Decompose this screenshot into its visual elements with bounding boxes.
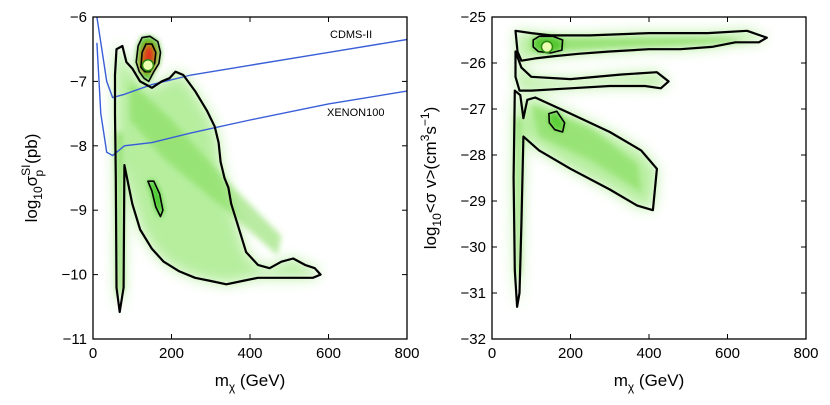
- right-ytick-label: −32: [461, 331, 486, 348]
- left-density-ridge: [130, 81, 282, 256]
- right-best-fit: [540, 40, 554, 54]
- left-ylabel-tail: (pb): [22, 134, 41, 164]
- left-xlabel-tail: (GeV): [235, 371, 285, 390]
- right-contour-inner-mid: [548, 110, 566, 133]
- left-ylabel-sup: SI: [19, 165, 33, 176]
- right-heatmap-core: [515, 36, 748, 284]
- left-ytick-label: −7: [70, 73, 87, 90]
- right-ylabel-mid: <σ v>(cm: [421, 141, 440, 213]
- right-xlabel-main: m: [614, 371, 628, 390]
- left-panel: 0 200 400 600 800 −11 −10 −9 −8 −7 −6 mχ (GeV) log…: [19, 9, 420, 394]
- left-contours: [113, 35, 322, 314]
- right-xtick-label: 800: [793, 345, 818, 362]
- left-contour-top-68: [140, 43, 157, 73]
- left-xtick-label: 800: [394, 345, 419, 362]
- left-xlabel-sub: χ: [229, 380, 236, 394]
- limit-curve-xenon100: [96, 42, 407, 157]
- right-contour-outer-top: [514, 29, 768, 62]
- left-ytick-label: −9: [70, 202, 87, 219]
- right-xlabel-tail: (GeV): [634, 371, 684, 390]
- left-xlabel-main: m: [215, 371, 229, 390]
- right-xlabel-sub: χ: [628, 380, 635, 394]
- right-ylabel-sup1: 3: [418, 134, 432, 141]
- left-xtick-label: 0: [89, 345, 97, 362]
- right-best-fit-point: [540, 40, 554, 54]
- right-y-axis-label: log10<σ v>(cm3s−1): [418, 107, 444, 250]
- right-xtick-label: 600: [715, 345, 740, 362]
- right-xtick-label: 200: [558, 345, 583, 362]
- right-ytick-label: −31: [461, 285, 486, 302]
- left-ytick-label: −11: [63, 331, 87, 348]
- right-xtick-label: 400: [636, 345, 661, 362]
- cdms-label: CDMS-II: [330, 29, 372, 41]
- right-ytick-label: −27: [461, 101, 486, 118]
- left-limit-curves: [96, 17, 407, 157]
- left-contour-outer: [113, 44, 322, 314]
- left-ytick-label: −8: [70, 138, 87, 155]
- right-contour-top-95: [532, 35, 564, 54]
- left-y-axis-label: log10σSIp (pb): [19, 134, 46, 223]
- right-contour-outer-left: [512, 89, 658, 308]
- right-panel: 0 200 400 600 800 −32 −31 −30 −29 −28 −27 −26 −25 mχ…: [418, 9, 819, 394]
- right-ylabel-tail: ): [421, 107, 440, 113]
- right-ylabel-log-sub: 10: [430, 213, 444, 227]
- left-xtick-label: 400: [237, 345, 262, 362]
- right-ytick-label: −30: [461, 239, 486, 256]
- right-density-ridge: [531, 104, 642, 192]
- xenon-label: XENON100: [327, 107, 384, 119]
- right-density-top: [531, 37, 748, 52]
- left-xtick-label: 200: [159, 345, 184, 362]
- right-xtick-label: 0: [488, 345, 496, 362]
- left-ytick-label: −10: [62, 267, 87, 284]
- left-best-fit-point: [141, 59, 155, 72]
- right-ylabel-log: log: [421, 227, 440, 250]
- left-ylabel-sub: p: [32, 170, 46, 177]
- right-ytick-label: −25: [461, 9, 486, 26]
- right-density-outer-left: [513, 90, 657, 307]
- limit-curve-cdms-ii: [96, 17, 407, 99]
- right-density-outer-top-lower: [515, 51, 669, 91]
- right-ytick-label: −26: [461, 55, 486, 72]
- left-contour-inner-mid: [147, 180, 164, 218]
- left-ylabel-log: log: [22, 200, 41, 223]
- right-contour-outer-top-lower: [514, 50, 670, 92]
- right-ylabel-sup2: −1: [418, 112, 432, 126]
- left-best-fit: [141, 59, 155, 72]
- left-ylabel-sigma: σ: [22, 175, 41, 186]
- left-xtick-label: 600: [316, 345, 341, 362]
- left-ylabel-log-sub: 10: [31, 186, 45, 200]
- right-density-funnel: [515, 118, 521, 284]
- left-ytick-label: −6: [70, 9, 87, 26]
- right-contours: [512, 29, 768, 308]
- right-ticks: 0 200 400 600 800 −32 −31 −30 −29 −28 −27 −26 −25: [461, 9, 819, 362]
- right-ytick-label: −29: [461, 193, 486, 210]
- left-contour-top-95: [135, 35, 162, 83]
- right-ytick-label: −28: [461, 147, 486, 164]
- right-ylabel-mid2: s: [421, 126, 440, 135]
- left-density-funnel: [115, 132, 124, 301]
- right-x-axis-label: mχ (GeV): [614, 371, 685, 394]
- left-x-axis-label: mχ (GeV): [215, 371, 286, 394]
- left-ticks: 0 200 400 600 800 −11 −10 −9 −8 −7 −6: [62, 9, 420, 362]
